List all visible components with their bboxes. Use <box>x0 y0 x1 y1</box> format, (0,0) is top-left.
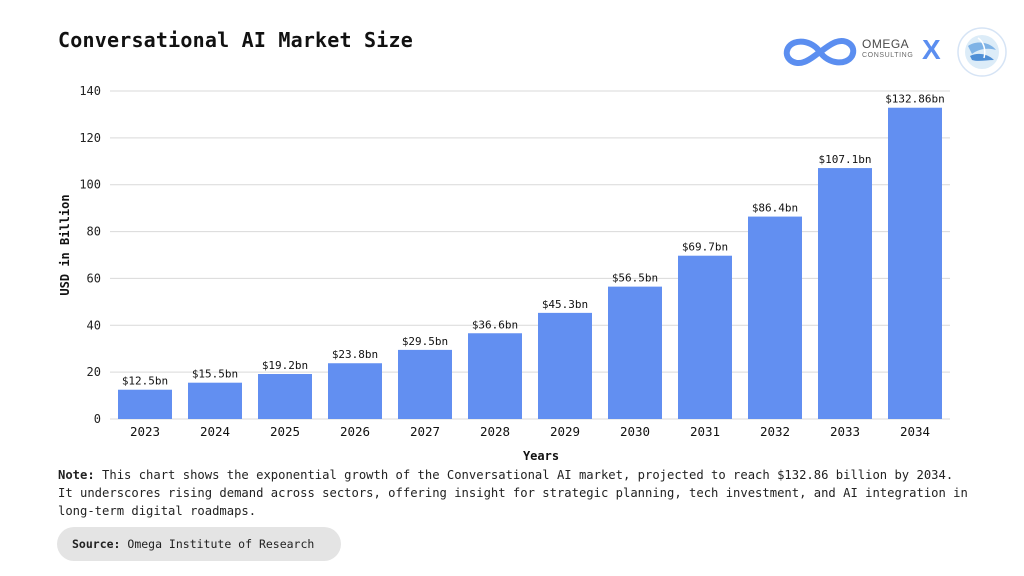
data-label-2034: $132.86bn <box>885 93 945 106</box>
data-label-2023: $12.5bn <box>122 375 168 388</box>
data-label-2025: $19.2bn <box>262 359 308 372</box>
bar-chart: $12.5bn $15.5bn $19.2bn $23.8bn $29.5bn $36.6… <box>58 84 950 463</box>
y-axis-ticks: 0 20 40 60 80 100 120 140 <box>79 84 101 426</box>
x-axis-ticks: 2023 2024 2025 2026 2027 2028 2029 2030 2031 2032… <box>130 424 930 439</box>
y-tick-label: 40 <box>87 318 101 332</box>
bar-2032 <box>748 216 802 419</box>
partner-globe-logo-icon <box>957 27 1007 77</box>
bars <box>118 107 942 419</box>
bar-2033 <box>818 168 872 419</box>
source-pill: Source: Omega Institute of Research <box>57 527 341 561</box>
bar-2031 <box>678 255 732 419</box>
note-text: This chart shows the exponential growth … <box>58 468 968 518</box>
y-axis-label: USD in Billion <box>58 194 72 295</box>
y-tick-label: 0 <box>94 412 101 426</box>
x-tick-label-2027: 2027 <box>410 424 440 439</box>
y-tick-label: 140 <box>79 84 101 98</box>
bar-2030 <box>608 286 662 419</box>
brand-name: OMEGA <box>862 37 910 51</box>
y-tick-label: 100 <box>79 178 101 192</box>
x-tick-label-2029: 2029 <box>550 424 580 439</box>
x-tick-label-2026: 2026 <box>340 424 370 439</box>
x-tick-label-2033: 2033 <box>830 424 860 439</box>
data-label-2033: $107.1bn <box>819 153 872 166</box>
bar-2028 <box>468 333 522 419</box>
bar-2026 <box>328 363 382 419</box>
x-tick-label-2034: 2034 <box>900 424 930 439</box>
y-tick-label: 20 <box>87 365 101 379</box>
bar-2027 <box>398 349 452 419</box>
x-tick-label-2028: 2028 <box>480 424 510 439</box>
grid-lines <box>110 90 950 420</box>
y-tick-label: 80 <box>87 225 101 239</box>
source-text: Omega Institute of Research <box>120 537 315 551</box>
data-labels: $12.5bn $15.5bn $19.2bn $23.8bn $29.5bn $36.6… <box>122 93 945 388</box>
data-label-2024: $15.5bn <box>192 368 238 381</box>
chart-note: Note: This chart shows the exponential g… <box>58 466 968 520</box>
bar-2025 <box>258 374 312 419</box>
data-label-2031: $69.7bn <box>682 241 728 254</box>
x-axis-label: Years <box>523 449 559 463</box>
data-label-2028: $36.6bn <box>472 318 518 331</box>
data-label-2029: $45.3bn <box>542 298 588 311</box>
y-tick-label: 120 <box>79 131 101 145</box>
note-label: Note: <box>58 468 95 482</box>
x-tick-label-2024: 2024 <box>200 424 230 439</box>
x-tick-label-2032: 2032 <box>760 424 790 439</box>
omega-infinity-logo-icon <box>783 38 857 66</box>
brand-subtitle: CONSULTING <box>862 52 914 59</box>
bar-2023 <box>118 389 172 419</box>
x-tick-label-2031: 2031 <box>690 424 720 439</box>
page-title: Conversational AI Market Size <box>58 28 413 52</box>
y-tick-label: 60 <box>87 271 101 285</box>
x-tick-label-2025: 2025 <box>270 424 300 439</box>
brand-separator: X <box>922 34 941 65</box>
source-label: Source: <box>72 537 121 551</box>
bar-2034 <box>888 107 942 419</box>
data-label-2030: $56.5bn <box>612 272 658 285</box>
data-label-2027: $29.5bn <box>402 335 448 348</box>
bar-2024 <box>188 382 242 419</box>
x-tick-label-2030: 2030 <box>620 424 650 439</box>
data-label-2032: $86.4bn <box>752 202 798 215</box>
data-label-2026: $23.8bn <box>332 348 378 361</box>
x-tick-label-2023: 2023 <box>130 424 160 439</box>
bar-2029 <box>538 312 592 419</box>
brand-logos: OMEGA CONSULTING X <box>780 26 1012 78</box>
